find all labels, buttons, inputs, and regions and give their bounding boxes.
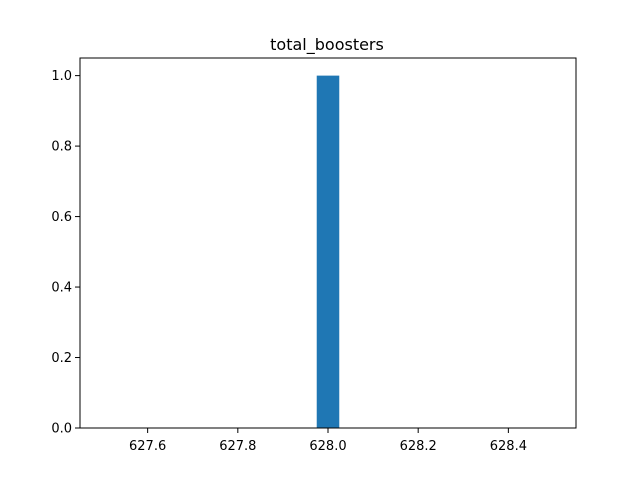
x-tick-label: 628.2 xyxy=(400,439,437,454)
x-tick-label: 627.6 xyxy=(129,439,166,454)
y-axis-ticks: 0.0 0.2 0.4 0.6 0.8 1.0 xyxy=(51,69,80,437)
x-tick-label: 627.8 xyxy=(219,439,256,454)
y-tick-label: 0.8 xyxy=(51,140,72,155)
y-tick-label: 0.2 xyxy=(51,351,72,366)
histogram-bar xyxy=(316,75,340,428)
chart-title: total_boosters xyxy=(270,35,384,55)
y-tick-label: 0.6 xyxy=(51,210,72,225)
x-tick-label: 628.0 xyxy=(309,439,346,454)
y-tick-label: 0.0 xyxy=(51,422,72,437)
y-tick-label: 0.4 xyxy=(51,281,72,296)
y-tick-label: 1.0 xyxy=(51,69,72,84)
bars-layer xyxy=(316,75,340,428)
x-axis-ticks: 627.6 627.8 628.0 628.2 628.4 xyxy=(129,428,527,454)
plot-frame xyxy=(79,57,577,429)
x-tick-label: 628.4 xyxy=(490,439,527,454)
